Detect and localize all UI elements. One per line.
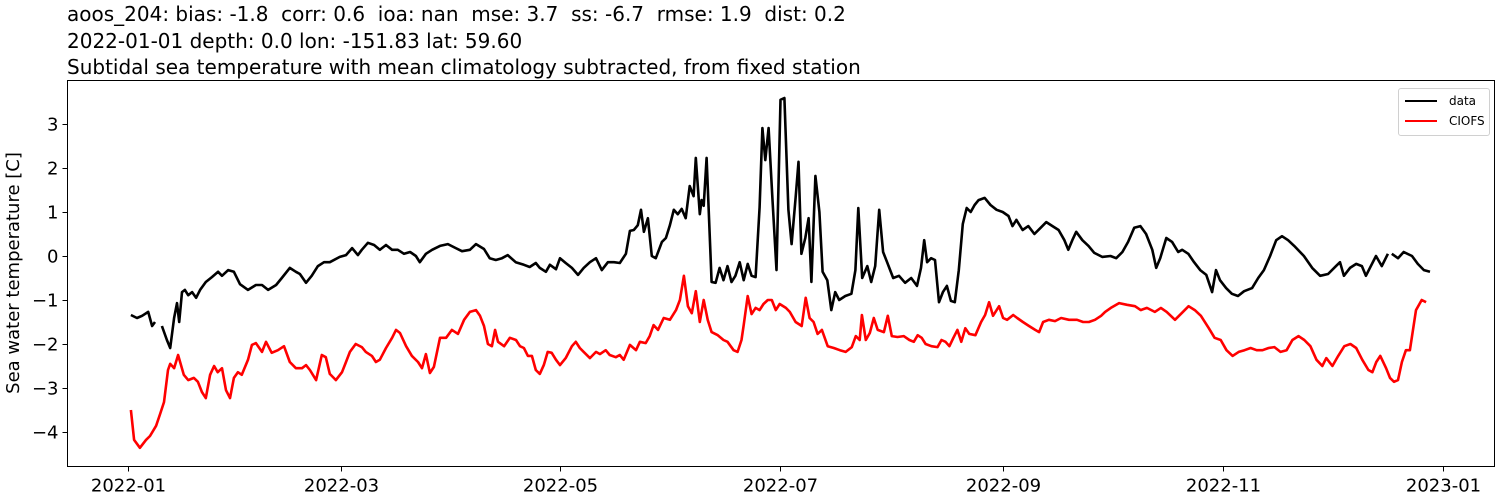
series-line-ciofs	[129, 274, 1427, 450]
x-tick-label: 2023-01	[1406, 476, 1481, 497]
y-tick-label: −2	[32, 335, 59, 356]
y-axis-label: Sea water temperature [C]	[3, 152, 24, 394]
y-tick-label: 2	[47, 159, 58, 180]
y-axis: 3 2 1 0 −1 −2 −3 −4	[32, 115, 68, 444]
y-tick-label: −1	[32, 291, 59, 312]
legend-label-data: data	[1449, 94, 1477, 108]
plot-area-frame	[67, 80, 1495, 467]
x-tick-label: 2022-03	[304, 476, 379, 497]
legend: data CIOFS	[1398, 88, 1490, 136]
chart-title-location: 2022-01-01 depth: 0.0 lon: -151.83 lat: …	[67, 29, 523, 53]
x-tick-label: 2022-07	[743, 476, 818, 497]
y-tick-label: 0	[47, 247, 58, 268]
legend-item-data: data	[1405, 93, 1476, 109]
legend-swatch-data	[1405, 100, 1437, 102]
x-tick-label: 2022-11	[1186, 476, 1261, 497]
y-tick-label: −4	[32, 423, 59, 444]
y-tick-label: 1	[47, 203, 58, 224]
y-tick-label: −3	[32, 379, 59, 400]
chart-title-stats: aoos_204: bias: -1.8 corr: 0.6 ioa: nan …	[67, 2, 846, 26]
x-tick-label: 2022-05	[523, 476, 598, 497]
x-tick-label: 2022-01	[91, 476, 166, 497]
legend-swatch-ciofs	[1405, 120, 1437, 122]
legend-label-ciofs: CIOFS	[1449, 114, 1485, 128]
x-tick-label: 2022-09	[966, 476, 1041, 497]
series-line-data	[130, 96, 1431, 350]
y-tick-label: 3	[47, 115, 58, 136]
x-axis: 2022-01 2022-03 2022-05 2022-07 2022-09 2022-…	[91, 466, 1481, 497]
chart-title-description: Subtidal sea temperature with mean clima…	[67, 55, 861, 79]
series-layer	[129, 96, 1431, 450]
legend-item-ciofs: CIOFS	[1405, 113, 1485, 129]
